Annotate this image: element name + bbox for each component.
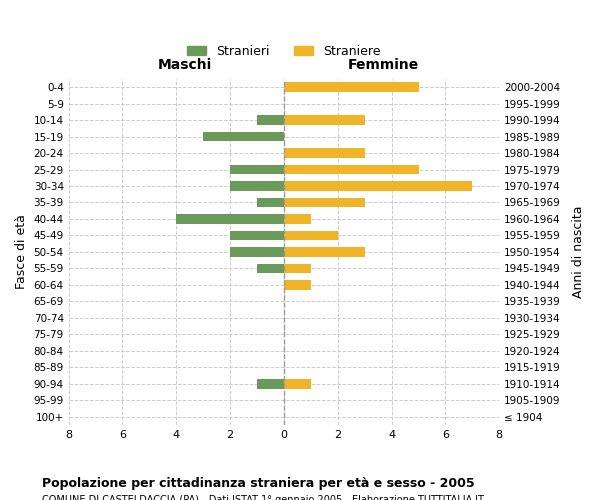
Bar [203, 132, 284, 141]
Y-axis label: Fasce di età: Fasce di età [15, 214, 28, 290]
Bar [284, 230, 338, 240]
Bar [230, 164, 284, 174]
Bar [284, 247, 365, 257]
Bar [284, 214, 311, 224]
Bar [284, 115, 365, 125]
Bar [176, 214, 284, 224]
Bar [230, 230, 284, 240]
Text: Popolazione per cittadinanza straniera per età e sesso - 2005: Popolazione per cittadinanza straniera p… [42, 478, 475, 490]
Legend: Stranieri, Straniere: Stranieri, Straniere [182, 40, 386, 63]
Bar [284, 164, 419, 174]
Y-axis label: Anni di nascita: Anni di nascita [572, 206, 585, 298]
Text: COMUNE DI CASTELDACCIA (PA) - Dati ISTAT 1° gennaio 2005 - Elaborazione TUTTITAL: COMUNE DI CASTELDACCIA (PA) - Dati ISTAT… [42, 495, 484, 500]
Bar [257, 198, 284, 207]
Bar [257, 264, 284, 274]
Bar [284, 280, 311, 290]
Bar [284, 264, 311, 274]
Bar [230, 247, 284, 257]
Bar [284, 198, 365, 207]
Bar [230, 181, 284, 191]
Bar [284, 181, 472, 191]
Bar [284, 82, 419, 92]
Bar [257, 379, 284, 389]
Bar [284, 148, 365, 158]
Text: Femmine: Femmine [347, 58, 419, 72]
Text: Maschi: Maschi [158, 58, 212, 72]
Bar [284, 379, 311, 389]
Bar [257, 115, 284, 125]
